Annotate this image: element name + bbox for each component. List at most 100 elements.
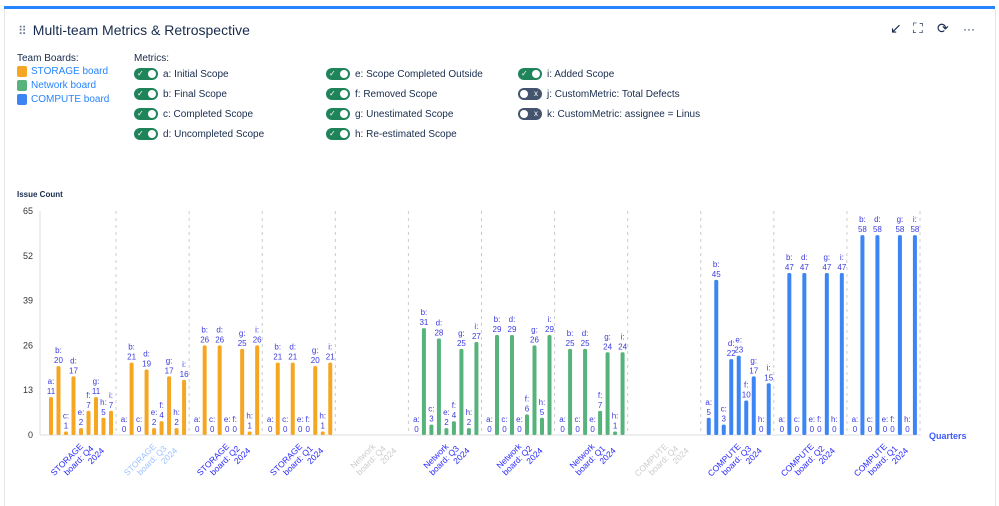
metric-toggle[interactable]: ✓ f: Removed Scope [326, 88, 437, 100]
bar[interactable] [86, 410, 91, 435]
bar[interactable] [583, 348, 588, 435]
bar[interactable] [766, 383, 771, 435]
bar[interactable] [444, 428, 449, 435]
bar[interactable] [64, 431, 68, 435]
metric-toggle[interactable]: ✓ a: Initial Scope [134, 68, 229, 80]
bar[interactable] [217, 345, 222, 435]
bar[interactable] [459, 348, 464, 435]
more-icon[interactable]: ··· [963, 22, 975, 36]
metric-toggle[interactable]: ✓ g: Unestimated Scope [326, 108, 453, 120]
metric-toggle[interactable]: ✓ h: Re-estimated Scope [326, 128, 457, 140]
bar[interactable] [109, 410, 113, 435]
bar-value-label: 25 [457, 339, 466, 348]
bar[interactable] [729, 359, 734, 435]
bar-value-label: 45 [712, 270, 721, 279]
bar[interactable] [495, 335, 499, 435]
toggle-switch[interactable]: ✓ [326, 68, 350, 80]
bar[interactable] [144, 369, 149, 435]
team-legend-item[interactable]: Network board [17, 80, 96, 91]
toggle-switch[interactable]: ✓ [134, 108, 158, 120]
bar[interactable] [787, 273, 792, 435]
bar[interactable] [79, 428, 83, 435]
bar[interactable] [824, 273, 829, 435]
bar-value-label: 1 [321, 422, 326, 431]
toggle-switch[interactable]: ✓ [134, 88, 158, 100]
toggle-switch[interactable]: ✓ [134, 128, 158, 140]
bar[interactable] [255, 345, 260, 435]
bar[interactable] [451, 421, 456, 435]
bar[interactable] [547, 335, 552, 435]
bar[interactable] [839, 273, 844, 435]
bar[interactable] [510, 335, 514, 435]
bar[interactable] [328, 362, 333, 435]
toggle-switch[interactable]: ✓ [326, 88, 350, 100]
metric-toggle[interactable]: x j: CustomMetric: Total Defects [518, 88, 680, 100]
bar-value-label: 58 [858, 225, 867, 234]
metric-toggle[interactable]: ✓ e: Scope Completed Outside [326, 68, 483, 80]
bar[interactable] [568, 348, 573, 435]
toggle-switch[interactable]: ✓ [134, 68, 158, 80]
bar[interactable] [751, 376, 756, 435]
bar[interactable] [49, 397, 53, 435]
refresh-icon[interactable]: ⟳ [937, 20, 949, 36]
bar[interactable] [174, 428, 179, 435]
bar[interactable] [313, 366, 318, 435]
bar[interactable] [897, 235, 902, 435]
toggle-switch[interactable]: ✓ [518, 68, 542, 80]
bar[interactable] [247, 431, 252, 435]
bar[interactable] [613, 431, 618, 435]
bar-value-label: 19 [142, 360, 151, 369]
bar[interactable] [152, 428, 157, 435]
bar[interactable] [721, 424, 726, 435]
bar[interactable] [182, 379, 187, 435]
bar[interactable] [744, 400, 749, 435]
team-legend-item[interactable]: COMPUTE board [17, 94, 109, 105]
bar[interactable] [94, 397, 98, 435]
bar[interactable] [320, 431, 325, 435]
bar[interactable] [101, 417, 106, 435]
bar[interactable] [875, 235, 880, 435]
bar[interactable] [474, 341, 479, 435]
bar[interactable] [532, 345, 537, 435]
drag-handle-icon[interactable]: ⠿ [18, 24, 27, 38]
bar[interactable] [706, 417, 711, 435]
bar[interactable] [56, 366, 61, 435]
bar-value-label: 7 [86, 401, 91, 410]
bar[interactable] [436, 338, 441, 435]
bar[interactable] [605, 352, 610, 435]
bar[interactable] [598, 410, 603, 435]
bar[interactable] [129, 362, 134, 435]
bar[interactable] [466, 428, 471, 435]
bar[interactable] [429, 424, 434, 435]
collapse-icon[interactable]: ↙ [890, 20, 902, 36]
bar[interactable] [159, 421, 164, 435]
bar[interactable] [540, 417, 544, 435]
toggle-switch[interactable]: ✓ [326, 128, 350, 140]
metric-toggle[interactable]: ✓ b: Final Scope [134, 88, 227, 100]
fullscreen-icon[interactable]: ⛶ [913, 20, 923, 36]
toggle-switch[interactable]: x [518, 88, 542, 100]
metric-toggle[interactable]: x k: CustomMetric: assignee = Linus [518, 108, 700, 120]
bar-key-label: e: [589, 415, 596, 424]
bar[interactable] [912, 235, 917, 435]
bar[interactable] [167, 376, 172, 435]
team-legend-item[interactable]: STORAGE board [17, 66, 108, 77]
bar[interactable] [240, 348, 245, 435]
bar[interactable] [714, 279, 719, 435]
bar[interactable] [525, 414, 529, 435]
bar-value-label: 25 [581, 339, 590, 348]
bar[interactable] [736, 355, 741, 435]
metric-toggle[interactable]: ✓ d: Uncompleted Scope [134, 128, 264, 140]
bar[interactable] [71, 376, 76, 435]
bar[interactable] [860, 235, 865, 435]
bar[interactable] [202, 345, 207, 435]
metric-toggle[interactable]: ✓ i: Added Scope [518, 68, 614, 80]
bar[interactable] [620, 352, 625, 435]
metric-toggle[interactable]: ✓ c: Completed Scope [134, 108, 253, 120]
bar[interactable] [290, 362, 295, 435]
bar[interactable] [275, 362, 280, 435]
bar[interactable] [421, 328, 426, 435]
toggle-switch[interactable]: x [518, 108, 542, 120]
bar[interactable] [802, 273, 807, 435]
toggle-switch[interactable]: ✓ [326, 108, 350, 120]
